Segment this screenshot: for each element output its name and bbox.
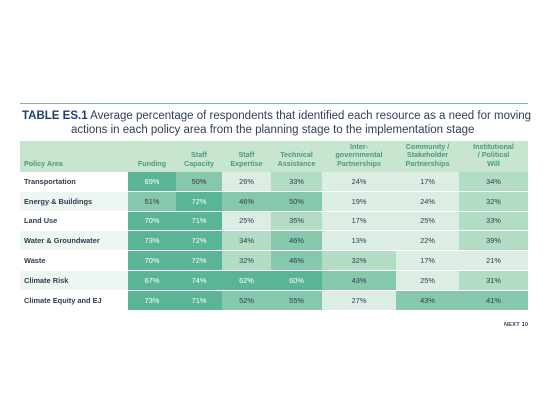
table-row: Water & Groundwater 73% 72% 34% 46% 13% 22% 39% — [20, 230, 528, 252]
header-line: Institutional — [473, 141, 514, 151]
policy-area-label: Climate Risk — [20, 270, 128, 291]
header-policy-area: Policy Area — [20, 141, 128, 172]
value-cell: 13% — [322, 230, 396, 252]
value-cell: 31% — [459, 270, 528, 291]
value-cell: 73% — [128, 290, 176, 311]
table-row: Climate Risk 67% 74% 62% 60% 43% 25% 31% — [20, 270, 528, 291]
value-cell: 50% — [176, 172, 222, 192]
policy-area-label: Transportation — [20, 172, 128, 192]
top-rule — [20, 103, 528, 104]
footer-brand: NEXT 10 — [504, 322, 529, 328]
policy-area-label: Land Use — [20, 211, 128, 232]
value-cell: 46% — [222, 191, 271, 212]
header-line: / Political — [477, 150, 510, 159]
value-cell: 25% — [396, 270, 459, 291]
value-cell: 51% — [128, 191, 176, 212]
header-line: Staff — [191, 150, 207, 159]
value-cell: 19% — [322, 191, 396, 212]
value-cell: 35% — [271, 211, 322, 232]
value-cell: 43% — [322, 270, 396, 291]
value-cell: 73% — [128, 230, 176, 252]
header-line: Expertise — [230, 158, 263, 168]
value-cell: 67% — [128, 270, 176, 291]
header-line: Partnerships — [405, 158, 450, 168]
table-row: Waste 70% 72% 32% 46% 32% 17% 21% — [20, 250, 528, 271]
value-cell: 46% — [271, 250, 322, 271]
table-tag: TABLE ES.1 — [22, 110, 88, 122]
header-line: Inter- — [350, 141, 368, 151]
policy-area-label: Climate Equity and EJ — [20, 290, 128, 311]
header-line: Technical — [280, 150, 313, 159]
column-header: Technical Assistance — [271, 141, 322, 172]
value-cell: 33% — [459, 211, 528, 232]
value-cell: 52% — [222, 290, 271, 311]
header-row: Policy Area Funding Staff Capacity Staff Expe… — [20, 141, 528, 172]
table-body: Transportation 69% 50% 26% 33% 24% 17% 34% Energ… — [20, 172, 528, 311]
value-cell: 17% — [396, 250, 459, 271]
value-cell: 71% — [176, 290, 222, 311]
value-cell: 24% — [322, 172, 396, 192]
value-cell: 72% — [176, 230, 222, 252]
value-cell: 62% — [222, 270, 271, 291]
value-cell: 50% — [271, 191, 322, 212]
header-line: Staff — [238, 150, 255, 159]
table-row: Transportation 69% 50% 26% 33% 24% 17% 34% — [20, 172, 528, 192]
title-line-1: Average percentage of respondents that i… — [90, 110, 532, 122]
value-cell: 32% — [459, 191, 528, 212]
policy-area-label: Energy & Buildings — [20, 191, 128, 212]
value-cell: 70% — [128, 211, 176, 232]
table-title: TABLE ES.1 Average percentage of respond… — [22, 109, 532, 137]
value-cell: 46% — [271, 230, 322, 252]
value-cell: 22% — [396, 230, 459, 252]
header-line: Community / — [405, 141, 450, 151]
header-line: Assistance — [277, 158, 316, 168]
column-header: Institutional / Political Will — [459, 141, 528, 172]
value-cell: 55% — [271, 290, 322, 311]
value-cell: 25% — [222, 211, 271, 232]
value-cell: 32% — [222, 250, 271, 271]
value-cell: 26% — [222, 172, 271, 192]
value-cell: 33% — [271, 172, 322, 192]
resource-needs-table: Policy Area Funding Staff Capacity Staff Expe… — [20, 141, 528, 311]
value-cell: 17% — [322, 211, 396, 232]
value-cell: 34% — [222, 230, 271, 252]
value-cell: 32% — [322, 250, 396, 271]
policy-area-label: Waste — [20, 250, 128, 271]
table-row: Climate Equity and EJ 73% 71% 52% 55% 27% 43% 4… — [20, 290, 528, 311]
value-cell: 72% — [176, 250, 222, 271]
header-line: Capacity — [184, 158, 214, 168]
header-line: Partnerships — [337, 158, 381, 168]
column-header: Funding — [128, 141, 176, 172]
value-cell: 43% — [396, 290, 459, 311]
header-line: Stakeholder — [406, 150, 449, 159]
value-cell: 21% — [459, 250, 528, 271]
value-cell: 24% — [396, 191, 459, 212]
column-header: Staff Expertise — [222, 141, 271, 172]
policy-area-label: Water & Groundwater — [20, 230, 128, 252]
value-cell: 27% — [322, 290, 396, 311]
header-line: Funding — [137, 158, 167, 168]
column-header: Community / Stakeholder Partnerships — [396, 141, 459, 172]
value-cell: 69% — [128, 172, 176, 192]
table-row: Land Use 70% 71% 25% 35% 17% 25% 33% — [20, 211, 528, 232]
value-cell: 41% — [459, 290, 528, 311]
value-cell: 60% — [271, 270, 322, 291]
column-header: Staff Capacity — [176, 141, 222, 172]
header-line: Policy Area — [24, 158, 63, 168]
value-cell: 74% — [176, 270, 222, 291]
header-line: Will — [487, 158, 500, 168]
value-cell: 70% — [128, 250, 176, 271]
value-cell: 34% — [459, 172, 528, 192]
value-cell: 25% — [396, 211, 459, 232]
value-cell: 39% — [459, 230, 528, 252]
column-header: Inter-governmental Partnerships — [322, 141, 396, 172]
table-row: Energy & Buildings 51% 72% 46% 50% 19% 24% 32% — [20, 191, 528, 212]
value-cell: 71% — [176, 211, 222, 232]
title-line-2: actions in each policy area from the pla… — [71, 124, 475, 136]
value-cell: 17% — [396, 172, 459, 192]
header-line: governmental — [335, 150, 383, 159]
value-cell: 72% — [176, 191, 222, 212]
